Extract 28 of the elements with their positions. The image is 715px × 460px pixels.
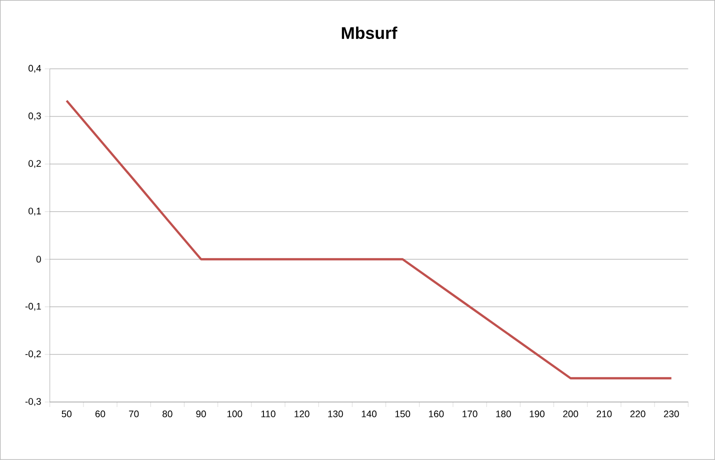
- chart-title: Mbsurf: [342, 26, 398, 40]
- x-tick-label: 100: [227, 410, 242, 418]
- y-tick-label: 0,3: [28, 112, 41, 120]
- y-tick-label: 0,4: [28, 65, 42, 73]
- x-tick-label: 130: [328, 410, 343, 418]
- y-tick-label: -0,2: [25, 350, 41, 358]
- x-tick-label: 80: [162, 410, 172, 418]
- x-tick-label: 220: [630, 410, 646, 418]
- x-tick-label: 200: [563, 410, 578, 418]
- x-tick-label: 120: [294, 410, 310, 418]
- x-tick-label: 170: [462, 410, 478, 418]
- x-tick-label: 140: [362, 410, 377, 418]
- y-tick-label: -0,3: [25, 398, 41, 406]
- x-tick-label: 50: [62, 410, 72, 418]
- x-tick-label: 180: [496, 410, 511, 418]
- y-tick-label: 0: [36, 256, 41, 263]
- x-tick-label: 70: [129, 410, 139, 418]
- x-tick-label: 150: [395, 410, 410, 418]
- x-tick-label: 190: [530, 410, 545, 418]
- x-tick-label: 110: [261, 410, 276, 418]
- y-tick-label: -0,1: [25, 302, 41, 311]
- x-tick-label: 60: [95, 410, 106, 418]
- y-tick-label: 0,2: [28, 160, 41, 168]
- x-tick-label: 210: [596, 410, 612, 418]
- x-tick-label: 230: [664, 410, 679, 418]
- y-tick-label: 0,1: [28, 208, 41, 216]
- x-tick-label: 90: [196, 410, 206, 418]
- x-tick-label: 160: [429, 410, 444, 418]
